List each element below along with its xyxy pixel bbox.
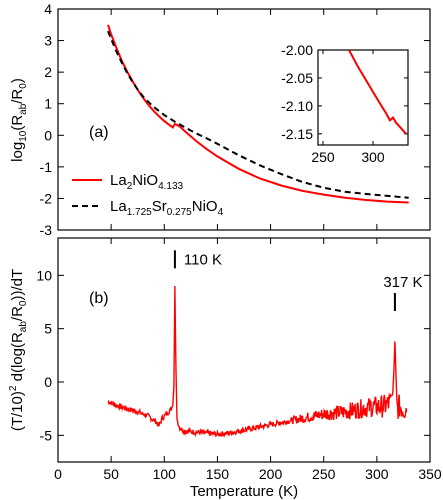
legend: La2NiO4.133 La1.725Sr0.275NiO4	[72, 172, 224, 218]
panel-a-label: (a)	[89, 124, 109, 141]
x-tick-label-b: 150	[206, 466, 230, 482]
panel-a-ylabel: log10(Rab/R0)	[9, 78, 29, 162]
panel-a: -3 -2 -1 0 1 2 3 4 (a) log10(Rab/R0) La2NiO4.13…	[9, 1, 431, 238]
y-tick-label-a: 1	[44, 96, 52, 112]
y-tick-label-a: 2	[44, 64, 52, 80]
panel-a-series	[107, 24, 409, 204]
y-tick-label-a: -2	[40, 190, 53, 206]
panel-b-series	[107, 285, 408, 438]
inset-series-line	[348, 49, 407, 135]
inset-y-tick-label: -2.10	[281, 98, 313, 114]
series-line-derivative	[107, 285, 408, 438]
y-tick-label-b: 0	[44, 374, 52, 390]
panel-a-axes: -3 -2 -1 0 1 2 3 4	[40, 1, 431, 238]
inset-x-tick-label: 300	[361, 149, 385, 165]
x-tick-label-b: 250	[312, 466, 336, 482]
y-tick-label-b: 10	[36, 267, 52, 283]
panel-b-xlabel: Temperature (K)	[190, 483, 298, 500]
inset-y-tick-label: -2.05	[281, 70, 313, 86]
inset-frame	[317, 49, 409, 146]
y-tick-label-a: -1	[40, 159, 53, 175]
panel-a-frame	[57, 8, 431, 231]
panel-b-label: (b)	[89, 290, 109, 307]
inset-y-tick-label: -2.15	[281, 126, 313, 142]
x-tick-label-b: 50	[103, 466, 119, 482]
y-tick-label-a: 4	[44, 1, 52, 17]
inset-plot: -2.00 -2.05 -2.10 -2.15 250 300	[281, 42, 409, 165]
annotation-label: 317 K	[383, 274, 422, 291]
x-tick-label-b: 350	[418, 466, 442, 482]
x-tick-label-b: 200	[259, 466, 283, 482]
legend-label-lasrnio4: La1.725Sr0.275NiO4	[110, 198, 224, 218]
panel-b-annotations: 110 K 317 K	[173, 250, 423, 311]
y-tick-label-b: 5	[44, 321, 52, 337]
y-tick-label-a: 3	[44, 33, 52, 49]
legend-label-la2nio4: La2NiO4.133	[110, 172, 184, 192]
annotation-label: 110 K	[184, 251, 222, 268]
x-tick-label-b: 100	[153, 466, 177, 482]
x-tick-label-b: 300	[365, 466, 389, 482]
y-tick-label-a: 0	[44, 127, 52, 143]
series-line-la-sr-nio4	[107, 30, 409, 199]
inset-y-tick-label: -2.00	[281, 42, 313, 58]
inset-x-tick-label: 250	[311, 149, 335, 165]
inset-series	[348, 49, 407, 135]
panel-b-ylabel: (T/10)2 d(log(Rab/R0))/dT	[8, 269, 29, 431]
inset-axes: -2.00 -2.05 -2.10 -2.15 250 300	[281, 42, 408, 165]
panel-b-frame	[57, 237, 431, 463]
x-tick-label-b: 0	[54, 466, 62, 482]
y-tick-label-b: -5	[40, 427, 53, 443]
y-tick-label-a: -3	[40, 222, 53, 238]
